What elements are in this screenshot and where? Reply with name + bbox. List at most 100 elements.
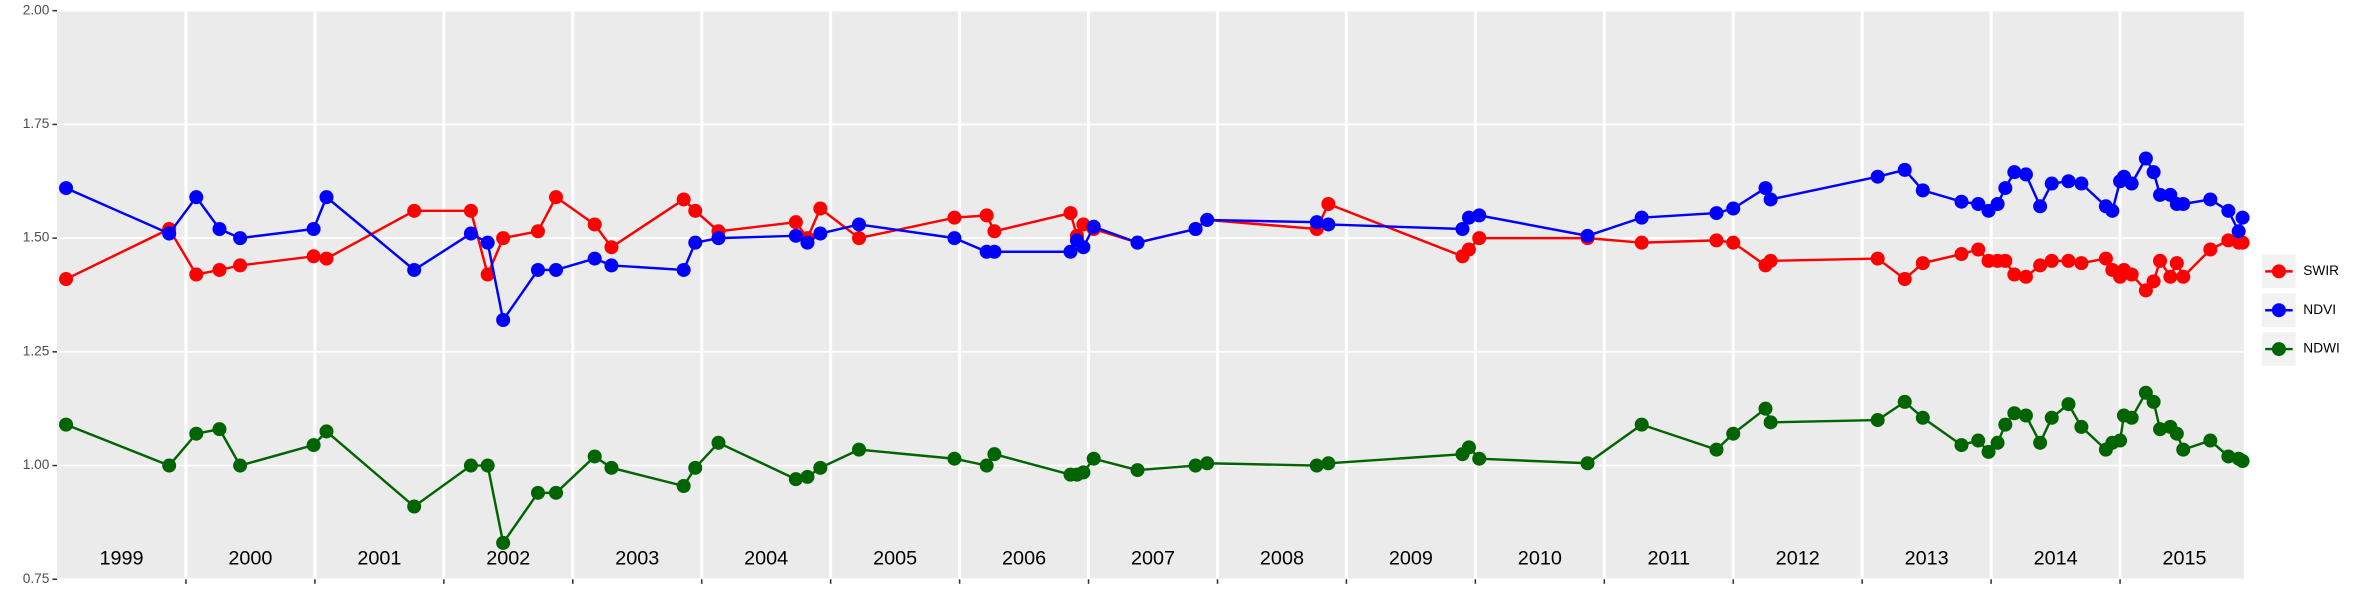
point <box>1709 233 1724 248</box>
legend-point <box>2271 303 2286 318</box>
point <box>2033 435 2048 450</box>
point <box>587 449 602 464</box>
point <box>1455 222 1470 237</box>
point <box>2169 256 2184 271</box>
point <box>549 262 564 277</box>
point <box>2018 269 2033 284</box>
point <box>2231 224 2246 239</box>
point <box>480 458 495 473</box>
point <box>1981 444 1996 459</box>
year-label: 2009 <box>1389 548 1433 570</box>
point <box>233 258 248 273</box>
point <box>2203 433 2218 448</box>
legend-point <box>2271 342 2286 357</box>
year-label: 2005 <box>873 548 917 570</box>
point <box>189 267 204 282</box>
point <box>688 460 703 475</box>
year-label: 2008 <box>1260 548 1304 570</box>
point <box>59 272 74 287</box>
point <box>2018 167 2033 182</box>
point <box>1726 426 1741 441</box>
point <box>711 231 726 246</box>
point <box>1580 456 1595 471</box>
point <box>2074 419 2089 434</box>
point <box>463 226 478 241</box>
legend-label: SWIR <box>2303 263 2339 278</box>
point <box>2098 251 2113 266</box>
year-label: 2004 <box>744 548 788 570</box>
point <box>852 442 867 457</box>
point <box>1130 463 1145 478</box>
legend-label: NDWI <box>2303 341 2340 356</box>
point <box>1086 451 1101 466</box>
point <box>1130 235 1145 250</box>
point <box>1954 247 1969 262</box>
point <box>1321 196 1336 212</box>
legend-label: NDVI <box>2303 302 2336 317</box>
point <box>2176 442 2191 457</box>
y-tick-label: 1.50 <box>23 230 50 245</box>
point <box>800 235 815 250</box>
point <box>2124 176 2139 191</box>
year-label: 2015 <box>2163 548 2207 570</box>
point <box>1461 242 1476 257</box>
point <box>2007 267 2022 282</box>
point <box>788 228 803 243</box>
point <box>2146 274 2161 289</box>
point <box>306 249 321 264</box>
point <box>1709 206 1724 221</box>
point <box>1726 201 1741 216</box>
point <box>1200 456 1215 471</box>
y-tick-label: 0.75 <box>23 571 50 586</box>
point <box>463 203 478 218</box>
point <box>2074 256 2089 271</box>
point <box>407 499 422 514</box>
point <box>2176 196 2191 212</box>
point <box>1461 440 1476 455</box>
year-label: 2001 <box>357 548 401 570</box>
point <box>1897 162 1912 177</box>
point <box>212 422 227 437</box>
point <box>2124 410 2139 425</box>
point <box>1915 410 1930 425</box>
point <box>1634 210 1649 225</box>
point <box>1897 272 1912 287</box>
point <box>2235 235 2250 250</box>
point <box>407 203 422 218</box>
point <box>2105 203 2120 218</box>
point <box>1086 219 1101 234</box>
year-label: 2014 <box>2034 548 2078 570</box>
point <box>1998 253 2013 268</box>
point <box>1758 401 1773 416</box>
point <box>1954 438 1969 453</box>
point <box>1709 442 1724 457</box>
year-label: 2010 <box>1518 548 1562 570</box>
point <box>676 479 691 494</box>
point <box>1472 231 1487 246</box>
point <box>1200 212 1215 227</box>
point <box>2044 410 2059 425</box>
point <box>1763 415 1778 430</box>
point <box>530 224 545 239</box>
point <box>496 312 511 328</box>
year-label: 2002 <box>486 548 530 570</box>
point <box>676 262 691 277</box>
point <box>1763 192 1778 207</box>
point <box>947 451 962 466</box>
point <box>813 460 828 475</box>
year-label: 2007 <box>1131 548 1175 570</box>
point <box>604 460 619 475</box>
point <box>2176 269 2191 284</box>
point <box>2235 453 2250 469</box>
point <box>1763 253 1778 268</box>
point <box>1870 251 1885 266</box>
point <box>1076 465 1091 480</box>
year-label: 2003 <box>615 548 659 570</box>
point <box>788 472 803 487</box>
point <box>2146 394 2161 409</box>
point <box>2203 242 2218 257</box>
point <box>1188 222 1203 237</box>
point <box>549 190 564 205</box>
year-label: 2000 <box>228 548 272 570</box>
point <box>1188 458 1203 473</box>
